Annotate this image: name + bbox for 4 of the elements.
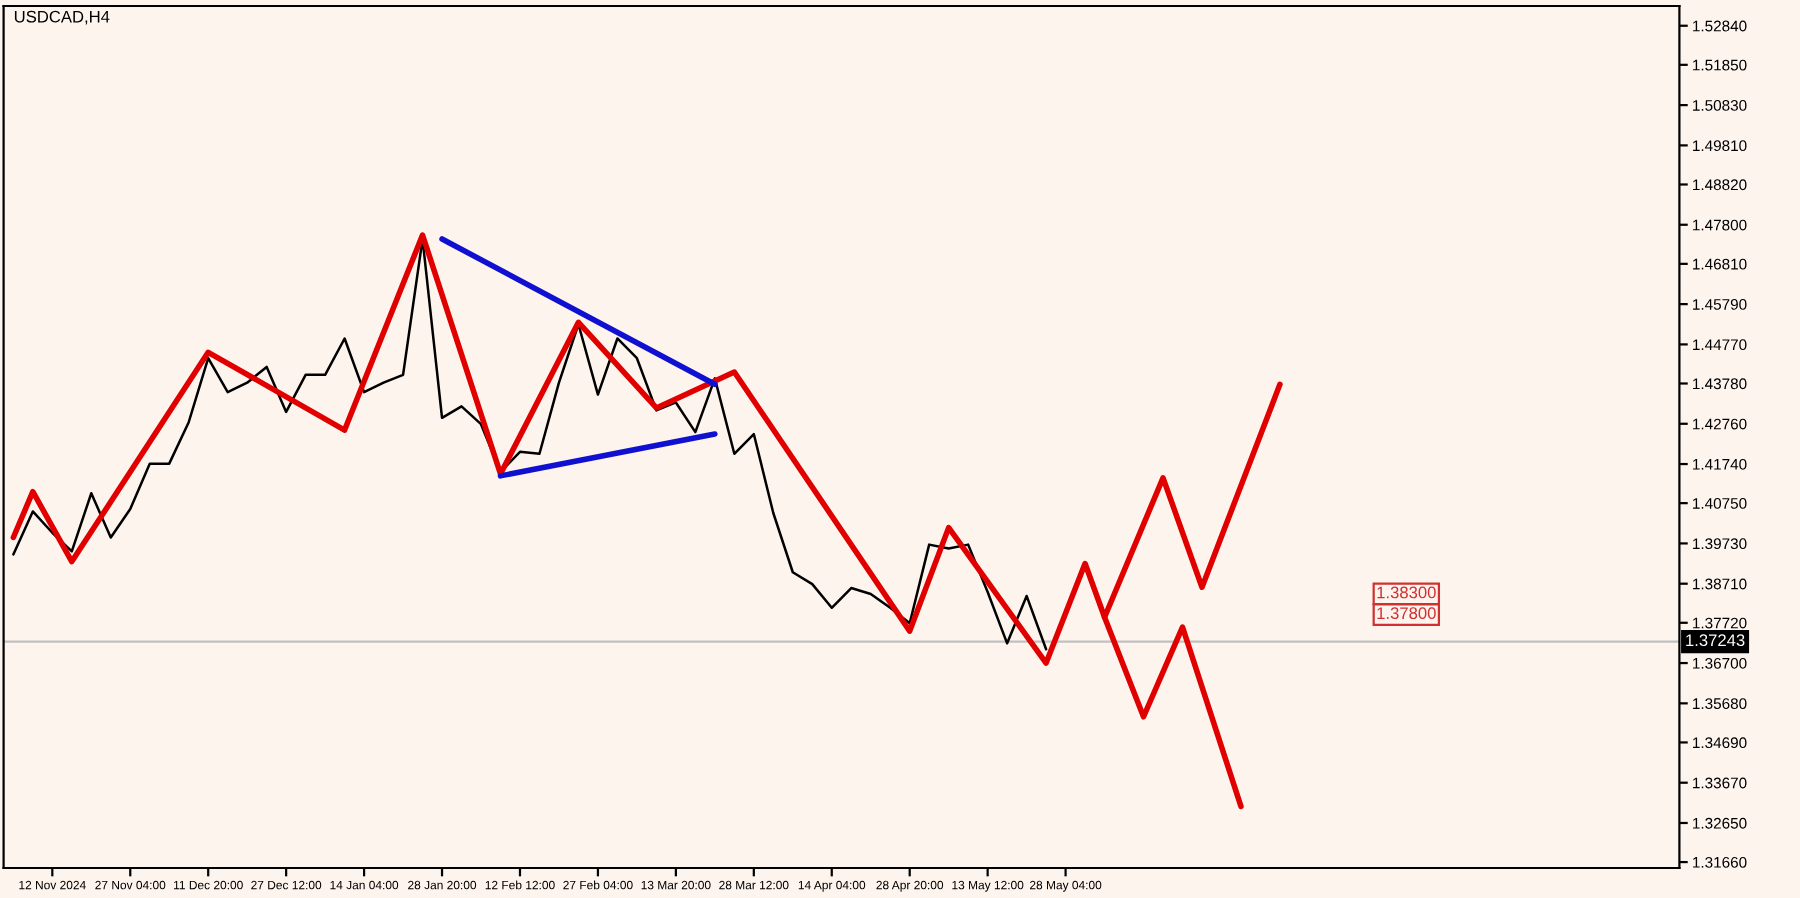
- annotation: 1.37800: [1377, 607, 1436, 620]
- chart-title: USDCAD,H4: [14, 10, 110, 25]
- ref-line-label: 1.37243: [1686, 634, 1745, 647]
- annotation: 1.38300: [1377, 586, 1436, 599]
